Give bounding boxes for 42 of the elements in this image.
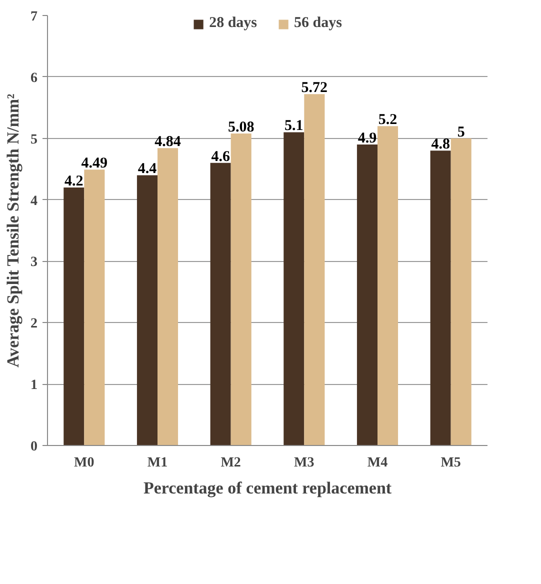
x-tick-label: M4 bbox=[367, 456, 388, 470]
data-label: 4.2 bbox=[64, 174, 84, 190]
data-label: 4.9 bbox=[358, 130, 377, 146]
bar bbox=[450, 138, 472, 446]
bar bbox=[158, 148, 178, 446]
data-label: 5 bbox=[457, 124, 465, 140]
x-tick-label: M1 bbox=[147, 456, 168, 470]
bar bbox=[378, 126, 398, 446]
data-label: 4.8 bbox=[431, 136, 450, 153]
bar bbox=[210, 162, 231, 446]
data-label: 4.6 bbox=[211, 148, 230, 165]
data-label: 4.49 bbox=[81, 156, 108, 172]
x-tick-label: M3 bbox=[294, 456, 314, 470]
bar bbox=[304, 94, 325, 446]
y-tick-label: 0 bbox=[30, 440, 38, 454]
data-label: 4.4 bbox=[138, 161, 158, 178]
data-label: 5.1 bbox=[284, 118, 304, 134]
y-tick-label: 2 bbox=[30, 316, 38, 332]
bar bbox=[64, 188, 84, 446]
bar bbox=[230, 133, 252, 446]
data-label: 4.84 bbox=[154, 134, 182, 150]
y-axis-title: Average Split Tensile Strength N/mm² bbox=[4, 94, 22, 368]
y-tick-label: 5 bbox=[30, 132, 38, 148]
x-tick-label: M5 bbox=[440, 456, 461, 470]
bar bbox=[84, 170, 105, 446]
y-tick-label: 4 bbox=[30, 194, 38, 209]
bar bbox=[356, 144, 378, 446]
bar bbox=[430, 150, 451, 446]
y-tick-label: 6 bbox=[30, 70, 38, 86]
y-tick-label: 1 bbox=[30, 378, 38, 394]
data-label: 5.08 bbox=[228, 119, 254, 136]
legend-label: 56 days bbox=[294, 15, 342, 32]
bar bbox=[284, 132, 304, 446]
bar bbox=[136, 175, 158, 446]
legend-label: 28 days bbox=[209, 15, 257, 32]
data-label: 5.2 bbox=[378, 112, 398, 128]
y-tick-label: 3 bbox=[30, 255, 38, 270]
x-tick-label: M0 bbox=[74, 456, 94, 470]
x-axis-title: Percentage of cement replacement bbox=[143, 478, 392, 498]
y-tick-label: 7 bbox=[30, 10, 38, 24]
data-label: 5.72 bbox=[301, 80, 328, 96]
x-tick-label: M2 bbox=[220, 456, 241, 470]
